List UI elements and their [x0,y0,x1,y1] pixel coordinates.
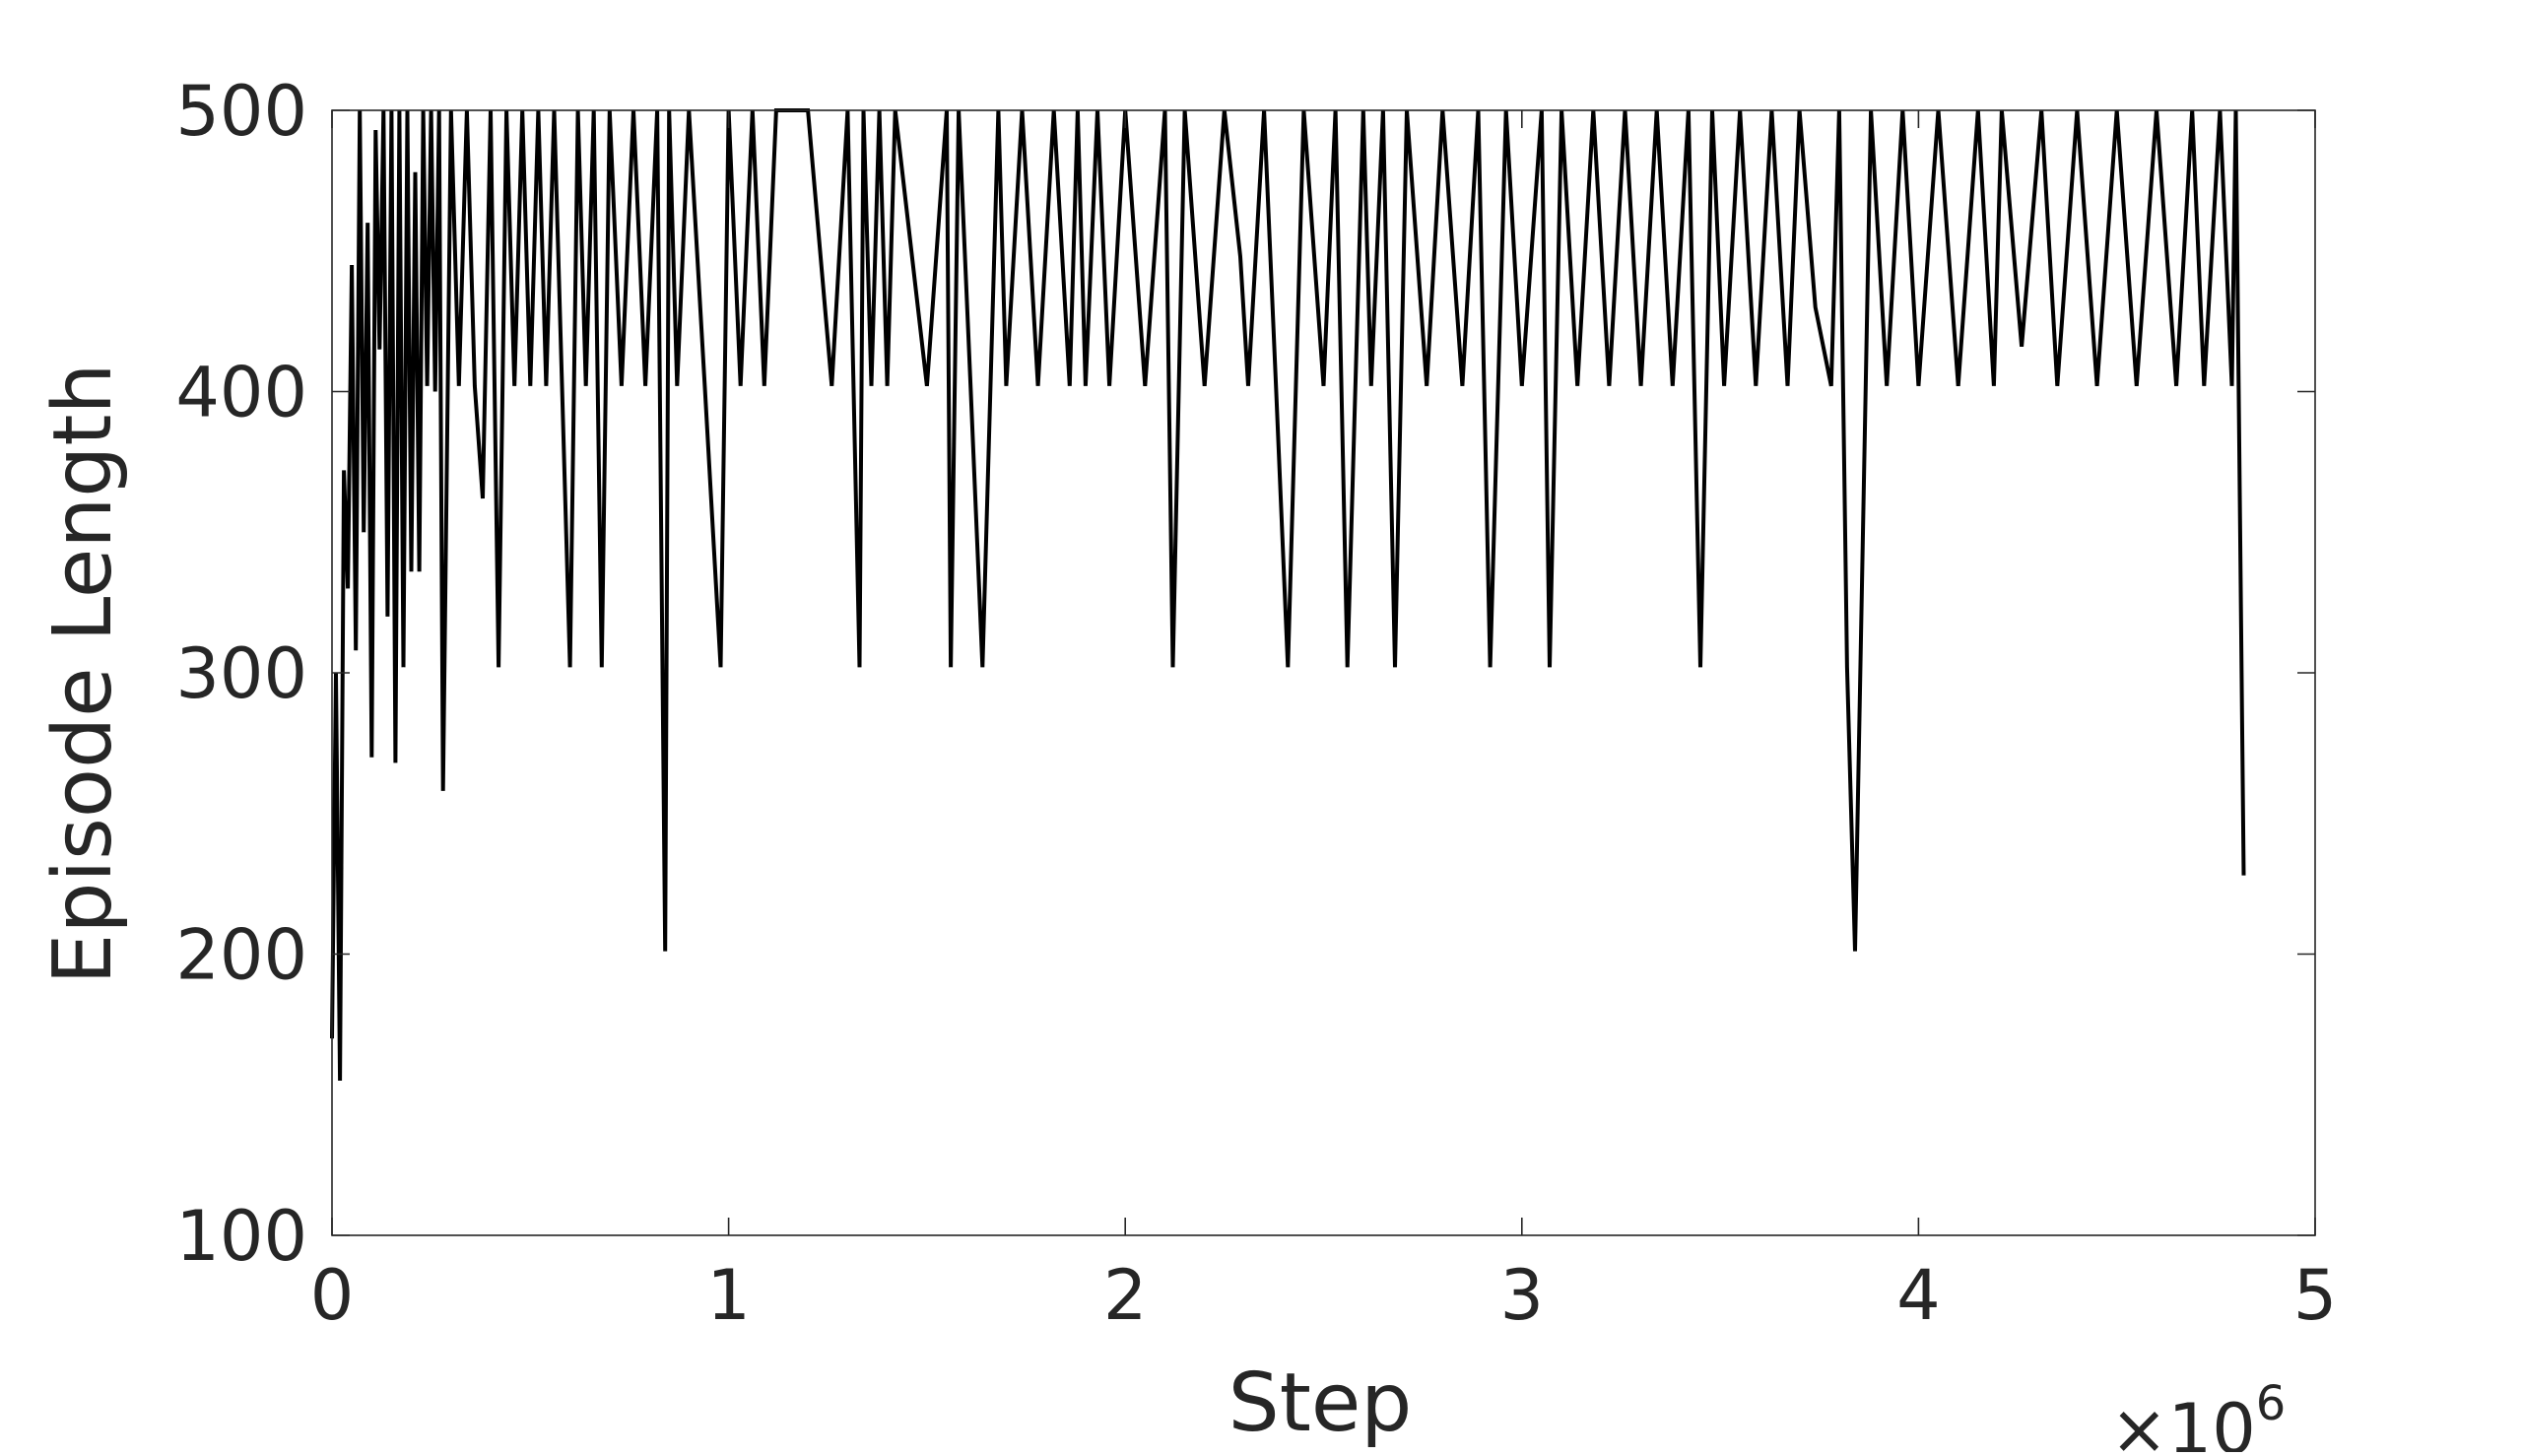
x-axis-label: Step [1228,1357,1413,1450]
y-axis-label: Episode Length [36,364,130,985]
axes-layer: 0 1 2 3 4 5 100 200 300 400 500 [175,71,2337,1336]
x-tick-label: 2 [1103,1255,1148,1336]
y-tick-label: 100 [175,1196,307,1277]
y-tick-label: 500 [175,71,307,152]
x-tick-label: 4 [1896,1255,1941,1336]
plot-area [330,108,2246,1082]
labels-layer: Step Episode Length ×106 [36,364,2286,1456]
x-tick-label: 0 [310,1255,355,1336]
x-tick-label: 3 [1500,1255,1545,1336]
y-tick-label: 400 [175,353,307,433]
x-tick-label: 1 [706,1255,751,1336]
x-axis-exponent-label: ×106 [2110,1376,2286,1452]
x-exponent-base: ×10 [2110,1389,2256,1452]
y-tick-label: 200 [175,915,307,996]
y-tick-label: 300 [175,633,307,714]
x-exponent-power: 6 [2256,1376,2287,1431]
series-line-0 [330,108,2246,1082]
x-tick-label: 5 [2293,1255,2338,1336]
